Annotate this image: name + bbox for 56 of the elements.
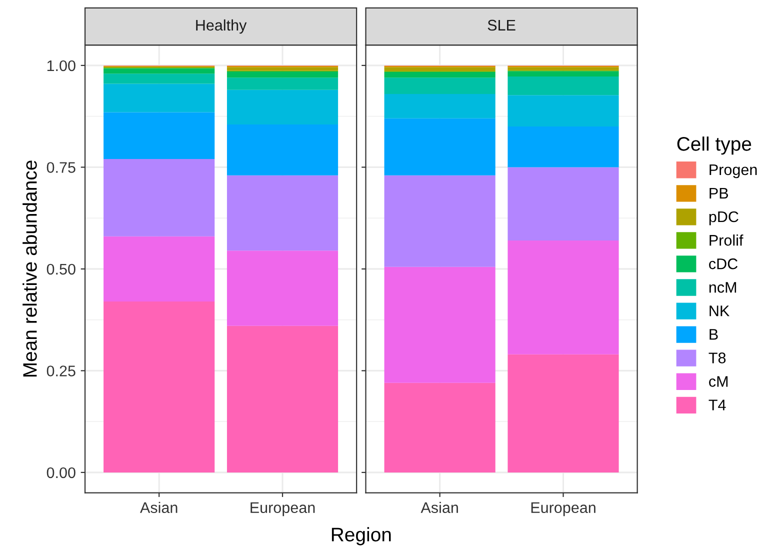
legend-label: cM [709, 376, 728, 387]
x-tick-label: Asian [140, 502, 178, 514]
bar [508, 76, 619, 96]
legend-label: NK [710, 306, 730, 316]
bar [104, 236, 215, 302]
bar [508, 95, 619, 126]
bar [384, 78, 496, 94]
bar [384, 72, 496, 78]
legend-label: ncM [709, 282, 736, 293]
bar [384, 266, 496, 383]
bar [384, 118, 496, 176]
chart-title: SLE [488, 20, 516, 31]
bar [384, 94, 496, 118]
bar [384, 382, 496, 472]
bar [226, 250, 338, 326]
legend-label: B [710, 329, 718, 340]
bar [104, 68, 215, 74]
bar [226, 124, 338, 176]
y-tick-label: 0.75 [46, 162, 76, 173]
bar [384, 175, 496, 267]
bar [508, 167, 619, 240]
bar [226, 175, 338, 251]
chart-title: Healthy [196, 19, 247, 34]
x-axis-title: Region [332, 527, 391, 546]
bar [104, 159, 215, 236]
bar [508, 240, 619, 354]
legend-title: Cell type [677, 136, 752, 155]
x-tick-label: European [531, 502, 596, 516]
bar [508, 67, 619, 70]
bar [508, 354, 619, 472]
bar [226, 326, 338, 472]
y-tick-label: 0.00 [46, 467, 76, 478]
x-tick-label: European [250, 502, 315, 516]
x-tick-label: Asian [420, 502, 458, 514]
bar [226, 67, 338, 71]
bar [226, 72, 338, 78]
y-tick-label: 1.00 [47, 60, 76, 72]
legend-label: PB [710, 188, 728, 199]
bar [104, 112, 215, 160]
y-tick-label: 0.50 [46, 264, 76, 275]
legend-label: Prolif [710, 234, 744, 246]
legend-label: pDC [709, 211, 738, 226]
bar [226, 78, 338, 90]
legend-label: cDC [709, 258, 738, 270]
legend-label: T8 [708, 352, 726, 364]
legend-label: T4 [708, 400, 726, 410]
bar [104, 302, 215, 472]
legend-label: Progen [710, 164, 757, 178]
bar [384, 67, 496, 72]
bar [104, 84, 215, 112]
y-axis-title: Mean relative abundance [22, 160, 37, 377]
y-tick-label: 0.25 [46, 366, 76, 376]
bar [104, 74, 215, 84]
bar [508, 71, 619, 76]
bar [508, 126, 619, 168]
bar [226, 90, 338, 124]
